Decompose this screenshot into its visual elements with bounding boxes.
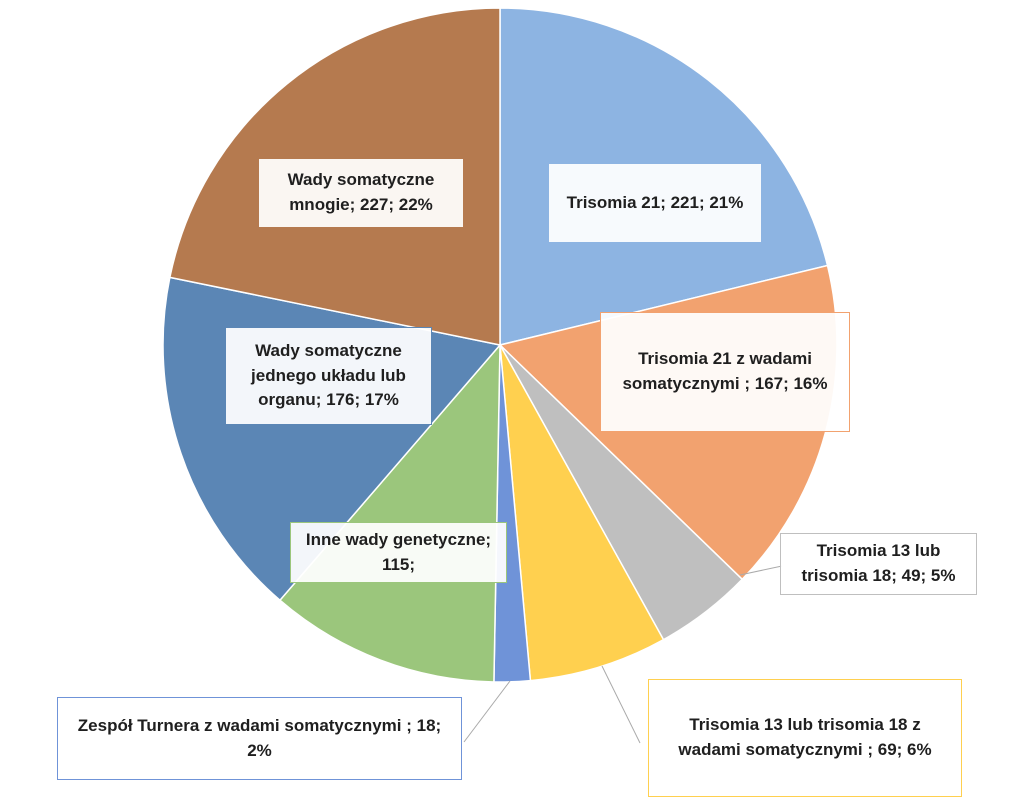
data-label: Wady somatyczne jednego układu lub organ…: [225, 327, 432, 425]
data-label: Wady somatyczne mnogie; 227; 22%: [258, 158, 464, 228]
data-label: Trisomia 21; 221; 21%: [548, 163, 762, 243]
leader-line: [739, 565, 783, 576]
data-label-text: Wady somatyczne jednego układu lub organ…: [251, 341, 406, 410]
pie-slice: [278, 342, 501, 683]
pie-slice: [499, 344, 665, 682]
data-label-text: Zespół Turnera z wadami somatycznymi ; 1…: [77, 715, 442, 760]
data-label: Trisomia 21 z wadami somatycznymi ; 167;…: [600, 312, 850, 432]
data-label-text: Trisomia 13 lub trisomia 18; 49; 5%: [801, 541, 956, 585]
data-label-text: Trisomia 21 z wadami somatycznymi ; 167;…: [622, 349, 828, 393]
data-label-text: Inne wady genetyczne; 115;: [305, 529, 492, 574]
data-label: Inne wady genetyczne; 115;: [290, 522, 507, 583]
data-label: Trisomia 13 lub trisomia 18; 49; 5%: [780, 533, 977, 595]
data-label: Zespół Turnera z wadami somatycznymi ; 1…: [57, 697, 462, 780]
data-label-text: Trisomia 21; 221; 21%: [566, 192, 744, 212]
data-label: Trisomia 13 lub trisomia 18 z wadami som…: [648, 679, 962, 797]
leader-line: [463, 680, 511, 743]
data-label-text: Wady somatyczne mnogie; 227; 22%: [287, 170, 435, 214]
data-label-text: Trisomia 13 lub trisomia 18 z wadami som…: [678, 715, 932, 759]
leader-line: [601, 665, 641, 744]
